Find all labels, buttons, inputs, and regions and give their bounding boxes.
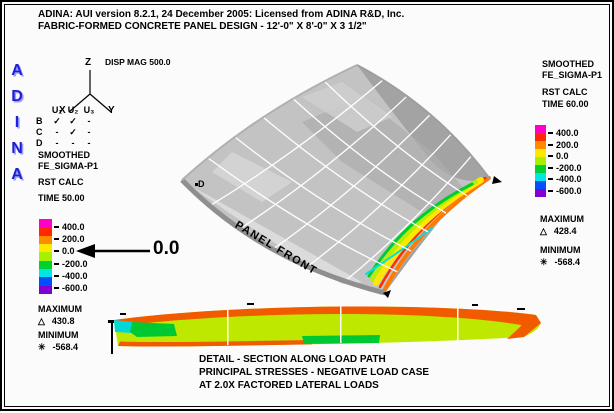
disp-mag-label: DISP MAG 500.0	[105, 57, 171, 67]
caption-line-1: DETAIL - SECTION ALONG LOAD PATH	[199, 354, 386, 365]
right-maximum-value: △ 428.4	[540, 226, 577, 236]
left-minimum-label: MINIMUM	[38, 330, 79, 340]
bc-corner	[36, 105, 49, 116]
bc-flag: -	[55, 127, 59, 137]
left-variable-label: FE_SIGMA-P1	[38, 161, 99, 171]
right-minimum-value: ✳ -568.4	[540, 257, 581, 267]
section-detail	[108, 303, 541, 354]
bc-flag: ✓	[69, 116, 77, 126]
panel-surface	[182, 65, 490, 293]
right-rst-calc-label: RST CALC	[542, 87, 588, 97]
maximum-marker-icon: △	[540, 226, 547, 236]
maximum-marker-icon: △	[38, 316, 45, 326]
bc-header-row: U₁ U₂ U₃	[36, 105, 97, 116]
bc-flag: -	[71, 138, 75, 148]
left-color-scale: 400.0 200.0 0.0 -200.0 -400.0 -600.0	[39, 219, 109, 295]
node-d-label: D	[198, 179, 205, 189]
bc-row-label: C	[36, 127, 43, 137]
left-maximum-value: △ 430.8	[38, 316, 75, 326]
bc-col-u2: U₂	[67, 105, 79, 115]
left-maximum-label: MAXIMUM	[38, 304, 82, 314]
color-band	[39, 219, 52, 294]
maximum-marker	[492, 176, 502, 184]
right-smoothed-label: SMOOTHED	[542, 59, 595, 69]
zero-contour-annotation: 0.0	[153, 238, 180, 259]
panel-edges	[180, 64, 491, 296]
panel-front-label: PANEL FRONT	[232, 219, 320, 278]
logo-letter: A	[11, 166, 23, 183]
logo-letter: N	[11, 140, 23, 157]
minimum-marker-icon: ✳	[38, 342, 46, 352]
left-time-label: TIME 50.00	[38, 193, 85, 203]
bc-flag: -	[87, 116, 91, 126]
right-minimum-label: MINIMUM	[540, 245, 581, 255]
color-band	[535, 125, 546, 197]
plot-frame	[4, 4, 610, 407]
bc-flag: -	[87, 127, 91, 137]
bc-flag: -	[55, 138, 59, 148]
caption-line-3: AT 2.0X FACTORED LATERAL LOADS	[199, 380, 379, 391]
axis-x-label: X	[59, 105, 66, 116]
bc-col-u3: U₃	[83, 105, 95, 115]
bc-row-label: D	[36, 138, 43, 148]
boundary-condition-table: U₁ U₂ U₃ B ✓ ✓ - C - ✓ - D - - -	[36, 105, 97, 149]
adina-logo: A D I N A	[9, 58, 25, 188]
caption-line-2: PRINCIPAL STRESSES - NEGATIVE LOAD CASE	[199, 367, 430, 378]
bc-row-d: D - - -	[36, 138, 97, 149]
axis-y-label: Y	[108, 105, 115, 116]
right-variable-label: FE_SIGMA-P1	[542, 70, 603, 80]
axis-z-label: Z	[85, 57, 92, 68]
right-color-scale: 400.0 200.0 0.0 -200.0 -400.0 -600.0	[535, 125, 605, 199]
minimum-marker	[383, 290, 391, 298]
bc-flag: -	[87, 138, 91, 148]
page-title: FABRIC-FORMED CONCRETE PANEL DESIGN - 12…	[38, 21, 367, 32]
bc-flag: ✓	[53, 116, 61, 126]
right-time-label: TIME 60.00	[542, 99, 589, 109]
logo-letter: A	[11, 62, 23, 79]
bc-flag: ✓	[69, 127, 77, 137]
left-smoothed-label: SMOOTHED	[38, 150, 91, 160]
right-maximum-label: MAXIMUM	[540, 214, 584, 224]
minimum-marker-icon: ✳	[540, 257, 548, 267]
stress-contour-edge	[365, 176, 491, 293]
bc-row-c: C - ✓ -	[36, 127, 97, 138]
bc-row-label: B	[36, 116, 43, 126]
left-minimum-value: ✳ -568.4	[38, 342, 79, 352]
logo-letter: D	[11, 88, 23, 105]
bc-row-b: B ✓ ✓ -	[36, 116, 97, 127]
logo-letter: I	[14, 114, 20, 131]
license-banner: ADINA: AUI version 8.2.1, 24 December 20…	[38, 9, 405, 20]
left-rst-calc-label: RST CALC	[38, 177, 84, 187]
bc-col-u1: U₁	[51, 105, 63, 115]
finite-element-mesh	[207, 79, 473, 282]
